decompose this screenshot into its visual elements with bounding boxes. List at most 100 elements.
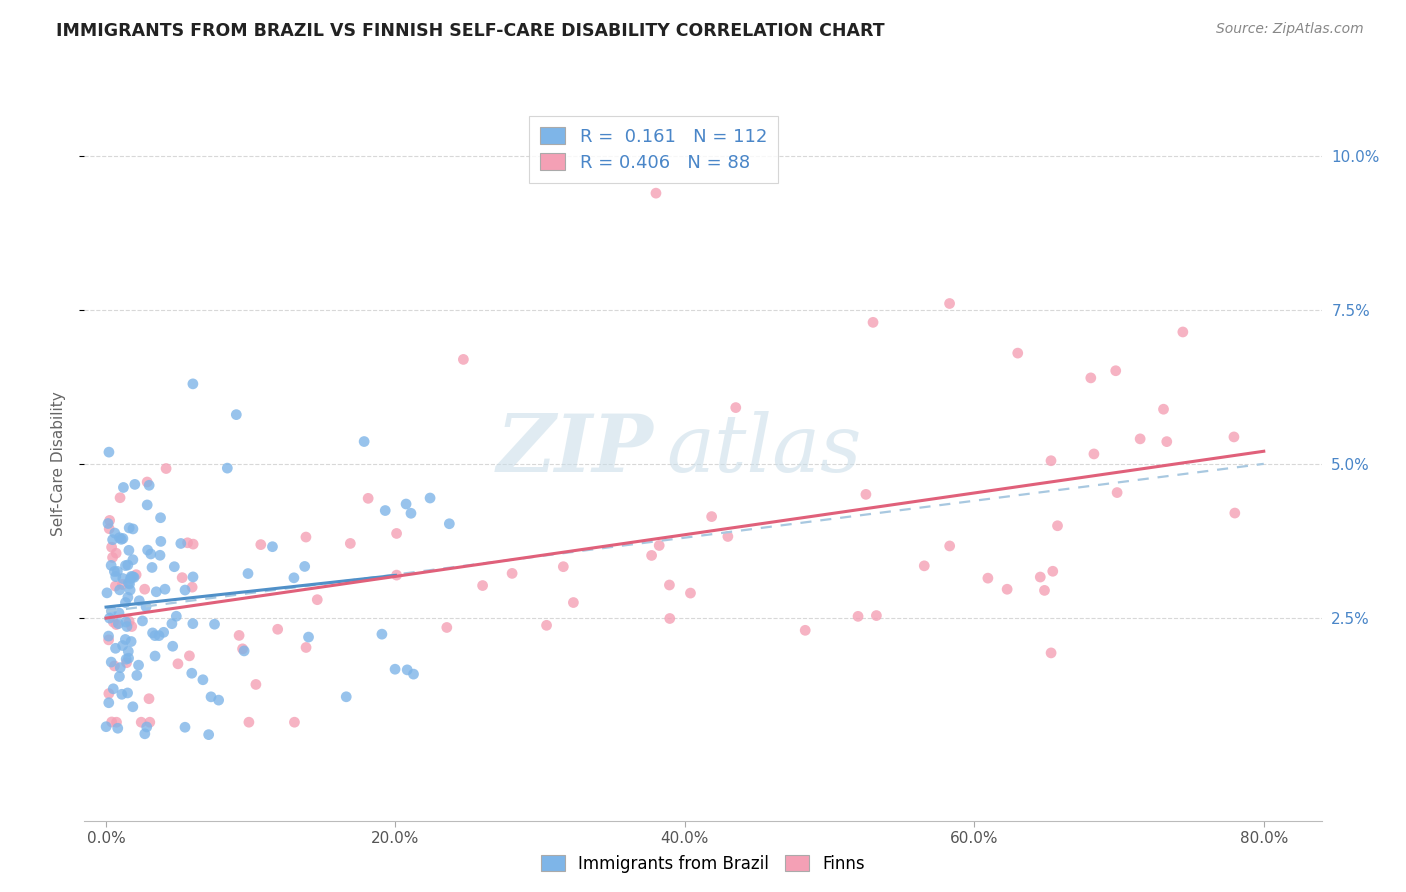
Point bbox=[105, 546, 128, 560]
Point bbox=[111, 639, 134, 653]
Point bbox=[100, 714, 122, 729]
Point bbox=[208, 693, 231, 707]
Point bbox=[645, 186, 668, 201]
Point bbox=[108, 491, 131, 505]
Point bbox=[121, 699, 143, 714]
Point bbox=[100, 540, 122, 554]
Point bbox=[111, 687, 134, 701]
Point bbox=[107, 721, 129, 735]
Point bbox=[1080, 371, 1102, 385]
Point bbox=[143, 629, 166, 643]
Point bbox=[384, 662, 406, 676]
Point bbox=[145, 584, 167, 599]
Point bbox=[129, 715, 152, 730]
Point bbox=[180, 666, 202, 681]
Point bbox=[163, 559, 186, 574]
Point bbox=[136, 543, 159, 558]
Point bbox=[371, 627, 394, 641]
Point bbox=[138, 691, 160, 706]
Point bbox=[152, 625, 174, 640]
Point bbox=[134, 727, 156, 741]
Point bbox=[117, 591, 139, 605]
Point bbox=[122, 570, 145, 584]
Point bbox=[138, 478, 160, 492]
Point bbox=[118, 521, 141, 535]
Point bbox=[1029, 570, 1052, 584]
Point bbox=[794, 624, 817, 638]
Point bbox=[865, 608, 887, 623]
Point bbox=[97, 696, 120, 710]
Point bbox=[679, 586, 702, 600]
Point bbox=[108, 531, 131, 545]
Point bbox=[181, 537, 204, 551]
Point bbox=[501, 566, 523, 581]
Point bbox=[115, 656, 138, 670]
Text: IMMIGRANTS FROM BRAZIL VS FINNISH SELF-CARE DISABILITY CORRELATION CHART: IMMIGRANTS FROM BRAZIL VS FINNISH SELF-C… bbox=[56, 22, 884, 40]
Point bbox=[233, 644, 256, 658]
Point bbox=[1223, 430, 1246, 444]
Point bbox=[977, 571, 1000, 585]
Point bbox=[122, 522, 145, 536]
Point bbox=[236, 566, 259, 581]
Point bbox=[117, 644, 139, 658]
Point bbox=[139, 547, 162, 561]
Point bbox=[204, 617, 226, 632]
Point bbox=[108, 669, 131, 683]
Point bbox=[103, 659, 125, 673]
Point bbox=[124, 477, 146, 491]
Point bbox=[148, 629, 170, 643]
Y-axis label: Self-Care Disability: Self-Care Disability bbox=[51, 392, 66, 536]
Point bbox=[117, 558, 139, 572]
Point bbox=[167, 657, 190, 671]
Point bbox=[1171, 325, 1194, 339]
Point bbox=[114, 558, 136, 573]
Point bbox=[122, 552, 145, 566]
Point bbox=[104, 641, 127, 656]
Point bbox=[110, 660, 132, 674]
Point bbox=[181, 570, 204, 584]
Point bbox=[1129, 432, 1152, 446]
Point bbox=[536, 618, 558, 632]
Point bbox=[399, 506, 422, 520]
Point bbox=[111, 572, 134, 586]
Point bbox=[862, 315, 884, 329]
Point bbox=[105, 617, 128, 632]
Point bbox=[105, 715, 128, 730]
Point bbox=[938, 296, 960, 310]
Point bbox=[101, 550, 124, 565]
Point bbox=[1046, 518, 1069, 533]
Point bbox=[149, 534, 172, 549]
Point bbox=[97, 445, 120, 459]
Point bbox=[97, 687, 120, 701]
Point bbox=[120, 572, 142, 586]
Point bbox=[453, 352, 475, 367]
Point bbox=[104, 579, 127, 593]
Point bbox=[128, 658, 150, 673]
Point bbox=[155, 461, 177, 475]
Point bbox=[995, 582, 1018, 597]
Point bbox=[912, 558, 935, 573]
Point bbox=[176, 536, 198, 550]
Point bbox=[141, 560, 163, 574]
Point bbox=[1040, 454, 1063, 468]
Point bbox=[120, 583, 142, 598]
Point bbox=[103, 615, 125, 629]
Point bbox=[419, 491, 441, 505]
Point bbox=[191, 673, 214, 687]
Point bbox=[181, 616, 204, 631]
Point bbox=[97, 629, 120, 643]
Point bbox=[197, 728, 219, 742]
Point bbox=[339, 536, 361, 550]
Point bbox=[165, 609, 187, 624]
Point bbox=[125, 668, 148, 682]
Point bbox=[121, 619, 143, 633]
Point bbox=[135, 599, 157, 614]
Point bbox=[136, 475, 159, 489]
Point bbox=[120, 569, 142, 583]
Point bbox=[562, 595, 585, 609]
Point bbox=[395, 497, 418, 511]
Point bbox=[172, 571, 194, 585]
Point bbox=[142, 626, 165, 640]
Point bbox=[297, 630, 319, 644]
Point bbox=[117, 651, 139, 665]
